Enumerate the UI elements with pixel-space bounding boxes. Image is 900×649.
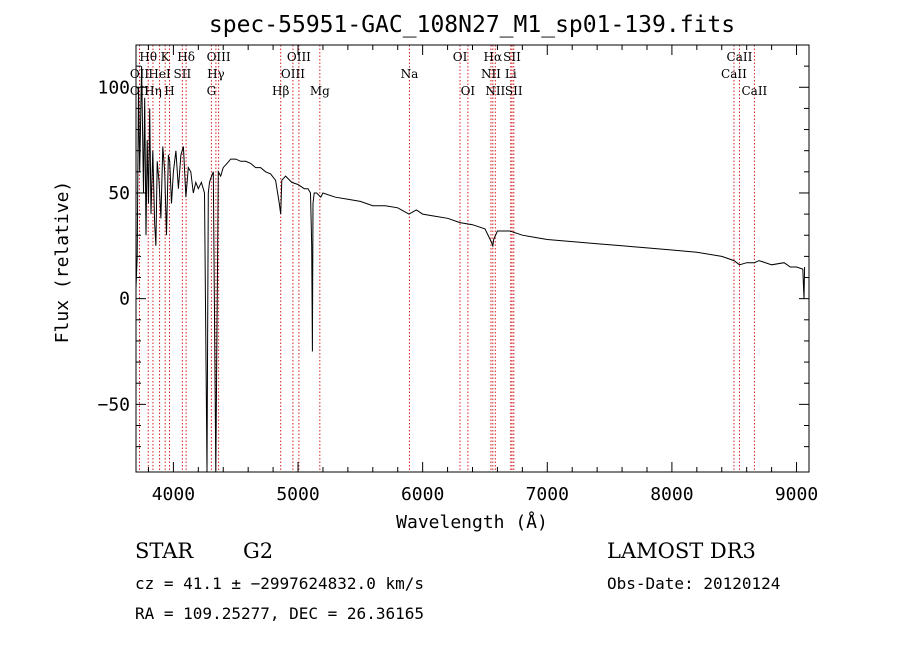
spectral-line-label: OI [461,84,476,98]
x-tick-label: 6000 [401,484,444,505]
spectral-line-label: Hθ [139,50,157,64]
spectral-line-label: SII [503,50,521,64]
spectrum-series-line [135,66,806,473]
x-axis-ticks: 4000 5000 6000 7000 8000 9000 [147,45,818,505]
y-tick-label: 0 [119,289,130,310]
spectral-line-label: OI [453,50,468,64]
spectral-line-markers [138,45,755,472]
x-axis-title: Wavelength (Å) [396,511,548,533]
y-tick-label: 50 [108,183,130,204]
spectral-line-label: Hα [484,50,503,64]
spectral-line-label: G [207,84,217,98]
x-tick-label: 8000 [650,484,693,505]
x-tick-label: 5000 [276,484,319,505]
observation-date: Obs-Date: 20120124 [607,574,780,593]
plot-frame [135,44,810,473]
x-tick-label: 7000 [526,484,569,505]
spectral-line-label: Na [401,67,419,81]
spectral-line-label: NII [485,84,505,98]
spectral-line-label: OIII [281,67,305,81]
spectral-line-label: K [161,50,171,64]
spectral-line-label: Hδ [177,50,195,64]
y-axis-ticks: 100 50 0 −50 [97,65,809,448]
spectral-line-label: HeI [148,67,171,81]
redshift-cz: cz = 41.1 ± −2997624832.0 km/s [135,574,424,593]
survey-name: LAMOST DR3 [607,539,756,563]
spectral-line-label: NII [481,67,501,81]
ra-dec-coordinates: RA = 109.25277, DEC = 26.36165 [135,604,424,623]
spectral-line-label: CaII [727,50,753,64]
object-subclass: G2 [243,539,273,563]
object-class: STAR [135,539,194,563]
x-tick-label: 9000 [775,484,818,505]
spectral-line-label: OIII [207,50,231,64]
spectral-line-label: Hη [144,84,162,98]
spectral-line-label: Hγ [207,67,225,81]
spectral-line-label: H [164,84,174,98]
spectral-line-label: CaII [721,67,747,81]
y-axis-title: Flux (relative) [52,181,73,344]
spectral-line-label: OIII [287,50,311,64]
spectral-line-label: Mg [310,84,330,98]
spectral-line-label: Li [505,67,517,81]
spectral-line-label: OII [130,67,150,81]
spectral-line-label: CaII [741,84,767,98]
y-tick-label: 100 [97,77,130,98]
y-tick-label: −50 [97,394,130,415]
spectral-line-label: SII [174,67,192,81]
spectral-line-label: SII [505,84,523,98]
spectral-line-label: Hβ [272,84,289,98]
x-tick-label: 4000 [152,484,195,505]
chart-title: spec-55951-GAC_108N27_M1_sp01-139.fits [209,12,735,38]
